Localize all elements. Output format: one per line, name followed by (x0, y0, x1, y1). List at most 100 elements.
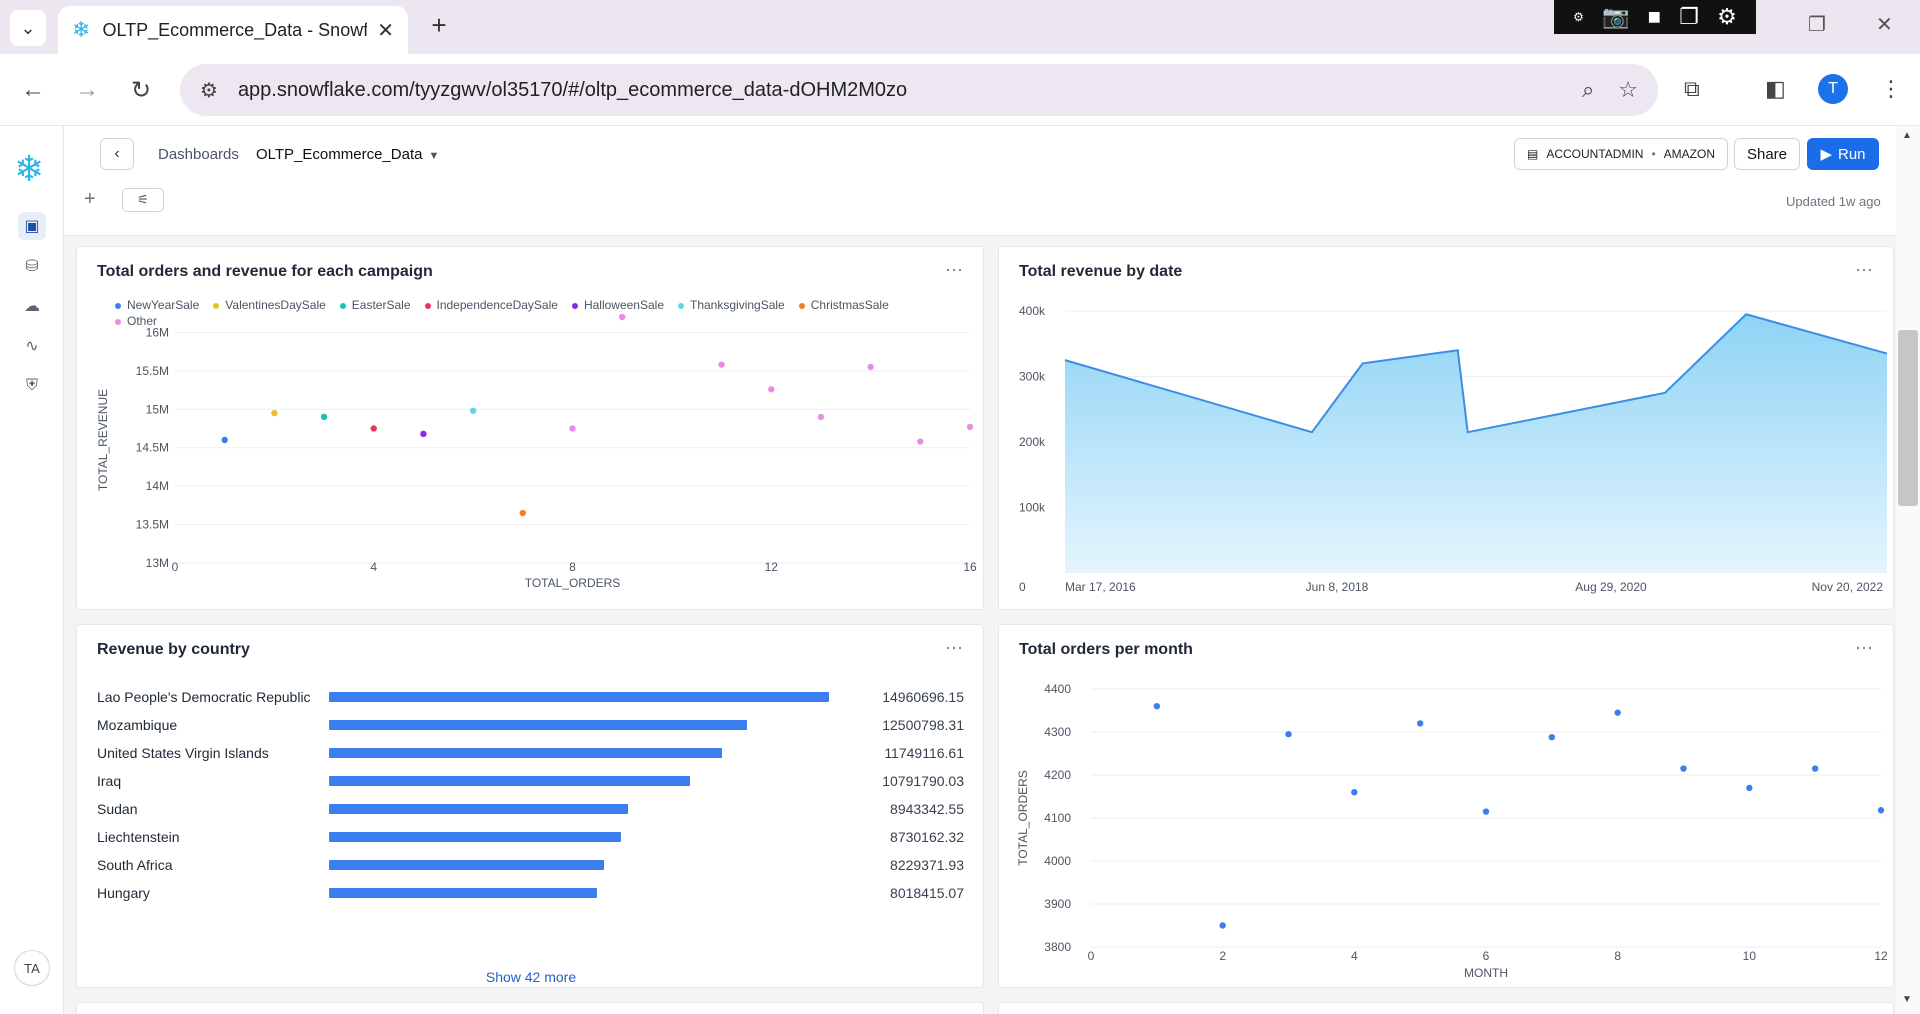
address-bar[interactable]: ⚙ app.snowflake.com/tyyzgwv/ol35170/#/ol… (180, 64, 1658, 116)
card-title: Revenue by country (97, 641, 250, 659)
forward-arrow-icon[interactable]: → (72, 76, 102, 104)
x-axis-label: MONTH (1464, 966, 1508, 980)
revenue-by-date-card: Total revenue by date ··· 0 100k 200k 300k 4… (998, 246, 1894, 610)
more-options-icon[interactable]: ··· (945, 637, 963, 658)
run-button[interactable]: ▶ Run (1807, 138, 1879, 170)
back-button[interactable]: ‹ (100, 138, 134, 170)
role-warehouse-selector[interactable]: ▤ ACCOUNTADMIN • AMAZON (1514, 138, 1728, 170)
camera-icon[interactable]: 📷 (1602, 4, 1629, 30)
orders-scatter-chart: 38003900400041004200430044000 2 4 6 8 10 12MON… (999, 625, 1895, 989)
y-tick-label: 4200 (1044, 768, 1071, 782)
bar-category-label: Lao People's Democratic Republic (97, 689, 329, 705)
activity-icon[interactable]: ∿ (18, 332, 46, 360)
bar-row[interactable]: South Africa 8229371.93 (97, 853, 967, 877)
data-point (1746, 785, 1752, 791)
data-point (569, 425, 575, 431)
restore-window-icon[interactable]: ❐ (1808, 12, 1826, 37)
y-tick-label: 100k (1019, 501, 1046, 515)
browser-toolbar: ← → ↻ ⚙ app.snowflake.com/tyyzgwv/ol3517… (0, 54, 1920, 126)
bar-value-label: 11749116.61 (864, 745, 964, 761)
close-tab-icon[interactable]: ✕ (377, 18, 394, 43)
add-tile-button[interactable]: + (84, 188, 96, 211)
extensions-icon[interactable]: ⧉ (1684, 76, 1700, 102)
scrollbar-thumb[interactable] (1898, 330, 1918, 506)
bar-row[interactable]: Mozambique 12500798.31 (97, 713, 967, 737)
y-tick-label: 3800 (1044, 940, 1071, 954)
user-avatar[interactable]: TA (14, 950, 50, 986)
screen-recorder-toolbar: ⚙ 📷 ■ ❐ ⚙ (1554, 0, 1756, 34)
snowflake-logo-icon[interactable]: ❄ (14, 148, 44, 190)
scroll-down-icon[interactable]: ▼ (1902, 994, 1912, 1005)
share-button[interactable]: Share (1734, 138, 1800, 170)
show-more-link[interactable]: Show 42 more (77, 969, 985, 985)
tab-title: OLTP_Ecommerce_Data - Snowf (102, 20, 367, 41)
admin-shield-icon[interactable]: ⛨ (18, 372, 46, 400)
bar-category-label: Sudan (97, 801, 329, 817)
scroll-up-icon[interactable]: ▲ (1902, 130, 1912, 141)
window-icon[interactable]: ❐ (1679, 4, 1699, 30)
y-tick-label: 4000 (1044, 854, 1071, 868)
y-axis-label: TOTAL_ORDERS (1016, 770, 1030, 866)
bar (329, 832, 621, 842)
x-tick-label: 4 (370, 560, 377, 574)
breadcrumb-dashboards[interactable]: Dashboards (158, 146, 239, 163)
bar-category-label: Hungary (97, 885, 329, 901)
database-icon[interactable]: ⛁ (18, 252, 46, 280)
recorder-settings-icon[interactable]: ⚙ (1573, 10, 1584, 24)
data-point (470, 408, 476, 414)
caret-down-icon: ▼ (428, 150, 439, 162)
breadcrumb-current[interactable]: OLTP_Ecommerce_Data ▼ (256, 146, 439, 163)
gear-icon[interactable]: ⚙ (1717, 4, 1737, 30)
vertical-scrollbar[interactable]: ▲ ▼ (1896, 126, 1920, 1014)
zoom-icon[interactable]: ⌕ (1582, 77, 1594, 103)
bar (329, 804, 628, 814)
url-text[interactable]: app.snowflake.com/tyyzgwv/ol35170/#/oltp… (238, 79, 1558, 102)
warehouse-name: AMAZON (1664, 147, 1715, 161)
x-tick-label: 6 (1483, 949, 1490, 963)
close-window-icon[interactable]: ✕ (1876, 12, 1893, 37)
video-icon[interactable]: ■ (1648, 4, 1661, 30)
bar-row[interactable]: Lao People's Democratic Republic 14960696… (97, 685, 967, 709)
new-tab-button[interactable]: + (424, 10, 454, 41)
bar-value-label: 8943342.55 (864, 801, 964, 817)
sliders-icon: ⚟ (137, 192, 149, 208)
data-point (1351, 789, 1357, 795)
tab-search-button[interactable]: ⌄ (10, 10, 46, 46)
side-panel-icon[interactable]: ◧ (1765, 76, 1786, 102)
bar-value-label: 14960696.15 (864, 689, 964, 705)
cloud-icon[interactable]: ☁ (18, 292, 46, 320)
app-navigation-rail: ❄ ▣ ⛁ ☁ ∿ ⛨ TA (0, 126, 64, 1014)
browser-menu-icon[interactable]: ⋮ (1880, 76, 1902, 102)
data-point (1154, 703, 1160, 709)
bar-row[interactable]: Hungary 8018415.07 (97, 881, 967, 905)
bar-track (329, 692, 864, 702)
bar-category-label: United States Virgin Islands (97, 745, 329, 761)
browser-tab[interactable]: ❄ OLTP_Ecommerce_Data - Snowf ✕ (58, 6, 408, 54)
data-point (1680, 765, 1686, 771)
bar-track (329, 888, 864, 898)
y-tick-label: 3900 (1044, 897, 1071, 911)
x-tick-label: Nov 20, 2022 (1812, 580, 1884, 594)
x-tick-label: 10 (1743, 949, 1757, 963)
data-point (520, 510, 526, 516)
worksheets-icon[interactable]: ▣ (18, 212, 46, 240)
bookmark-star-icon[interactable]: ☆ (1618, 77, 1638, 103)
back-arrow-icon[interactable]: ← (18, 76, 48, 104)
data-point (371, 425, 377, 431)
campaign-scatter-chart: 13M13.5M14M14.5M15M15.5M16M0 4 8 12 16TOTAL_… (77, 247, 985, 611)
bar-row[interactable]: Iraq 10791790.03 (97, 769, 967, 793)
chevron-left-icon: ‹ (114, 145, 119, 163)
y-tick-label: 14.5M (136, 441, 169, 455)
profile-avatar[interactable]: T (1818, 74, 1848, 104)
data-point (420, 431, 426, 437)
bar-track (329, 776, 864, 786)
bar-row[interactable]: United States Virgin Islands 11749116.61 (97, 741, 967, 765)
bar-track (329, 860, 864, 870)
y-tick-label: 13.5M (136, 518, 169, 532)
reload-icon[interactable]: ↻ (126, 76, 156, 105)
site-info-icon[interactable]: ⚙ (200, 78, 218, 103)
bar-row[interactable]: Liechtenstein 8730162.32 (97, 825, 967, 849)
x-tick-label: 16 (963, 560, 977, 574)
filters-button[interactable]: ⚟ (122, 188, 164, 212)
bar-row[interactable]: Sudan 8943342.55 (97, 797, 967, 821)
